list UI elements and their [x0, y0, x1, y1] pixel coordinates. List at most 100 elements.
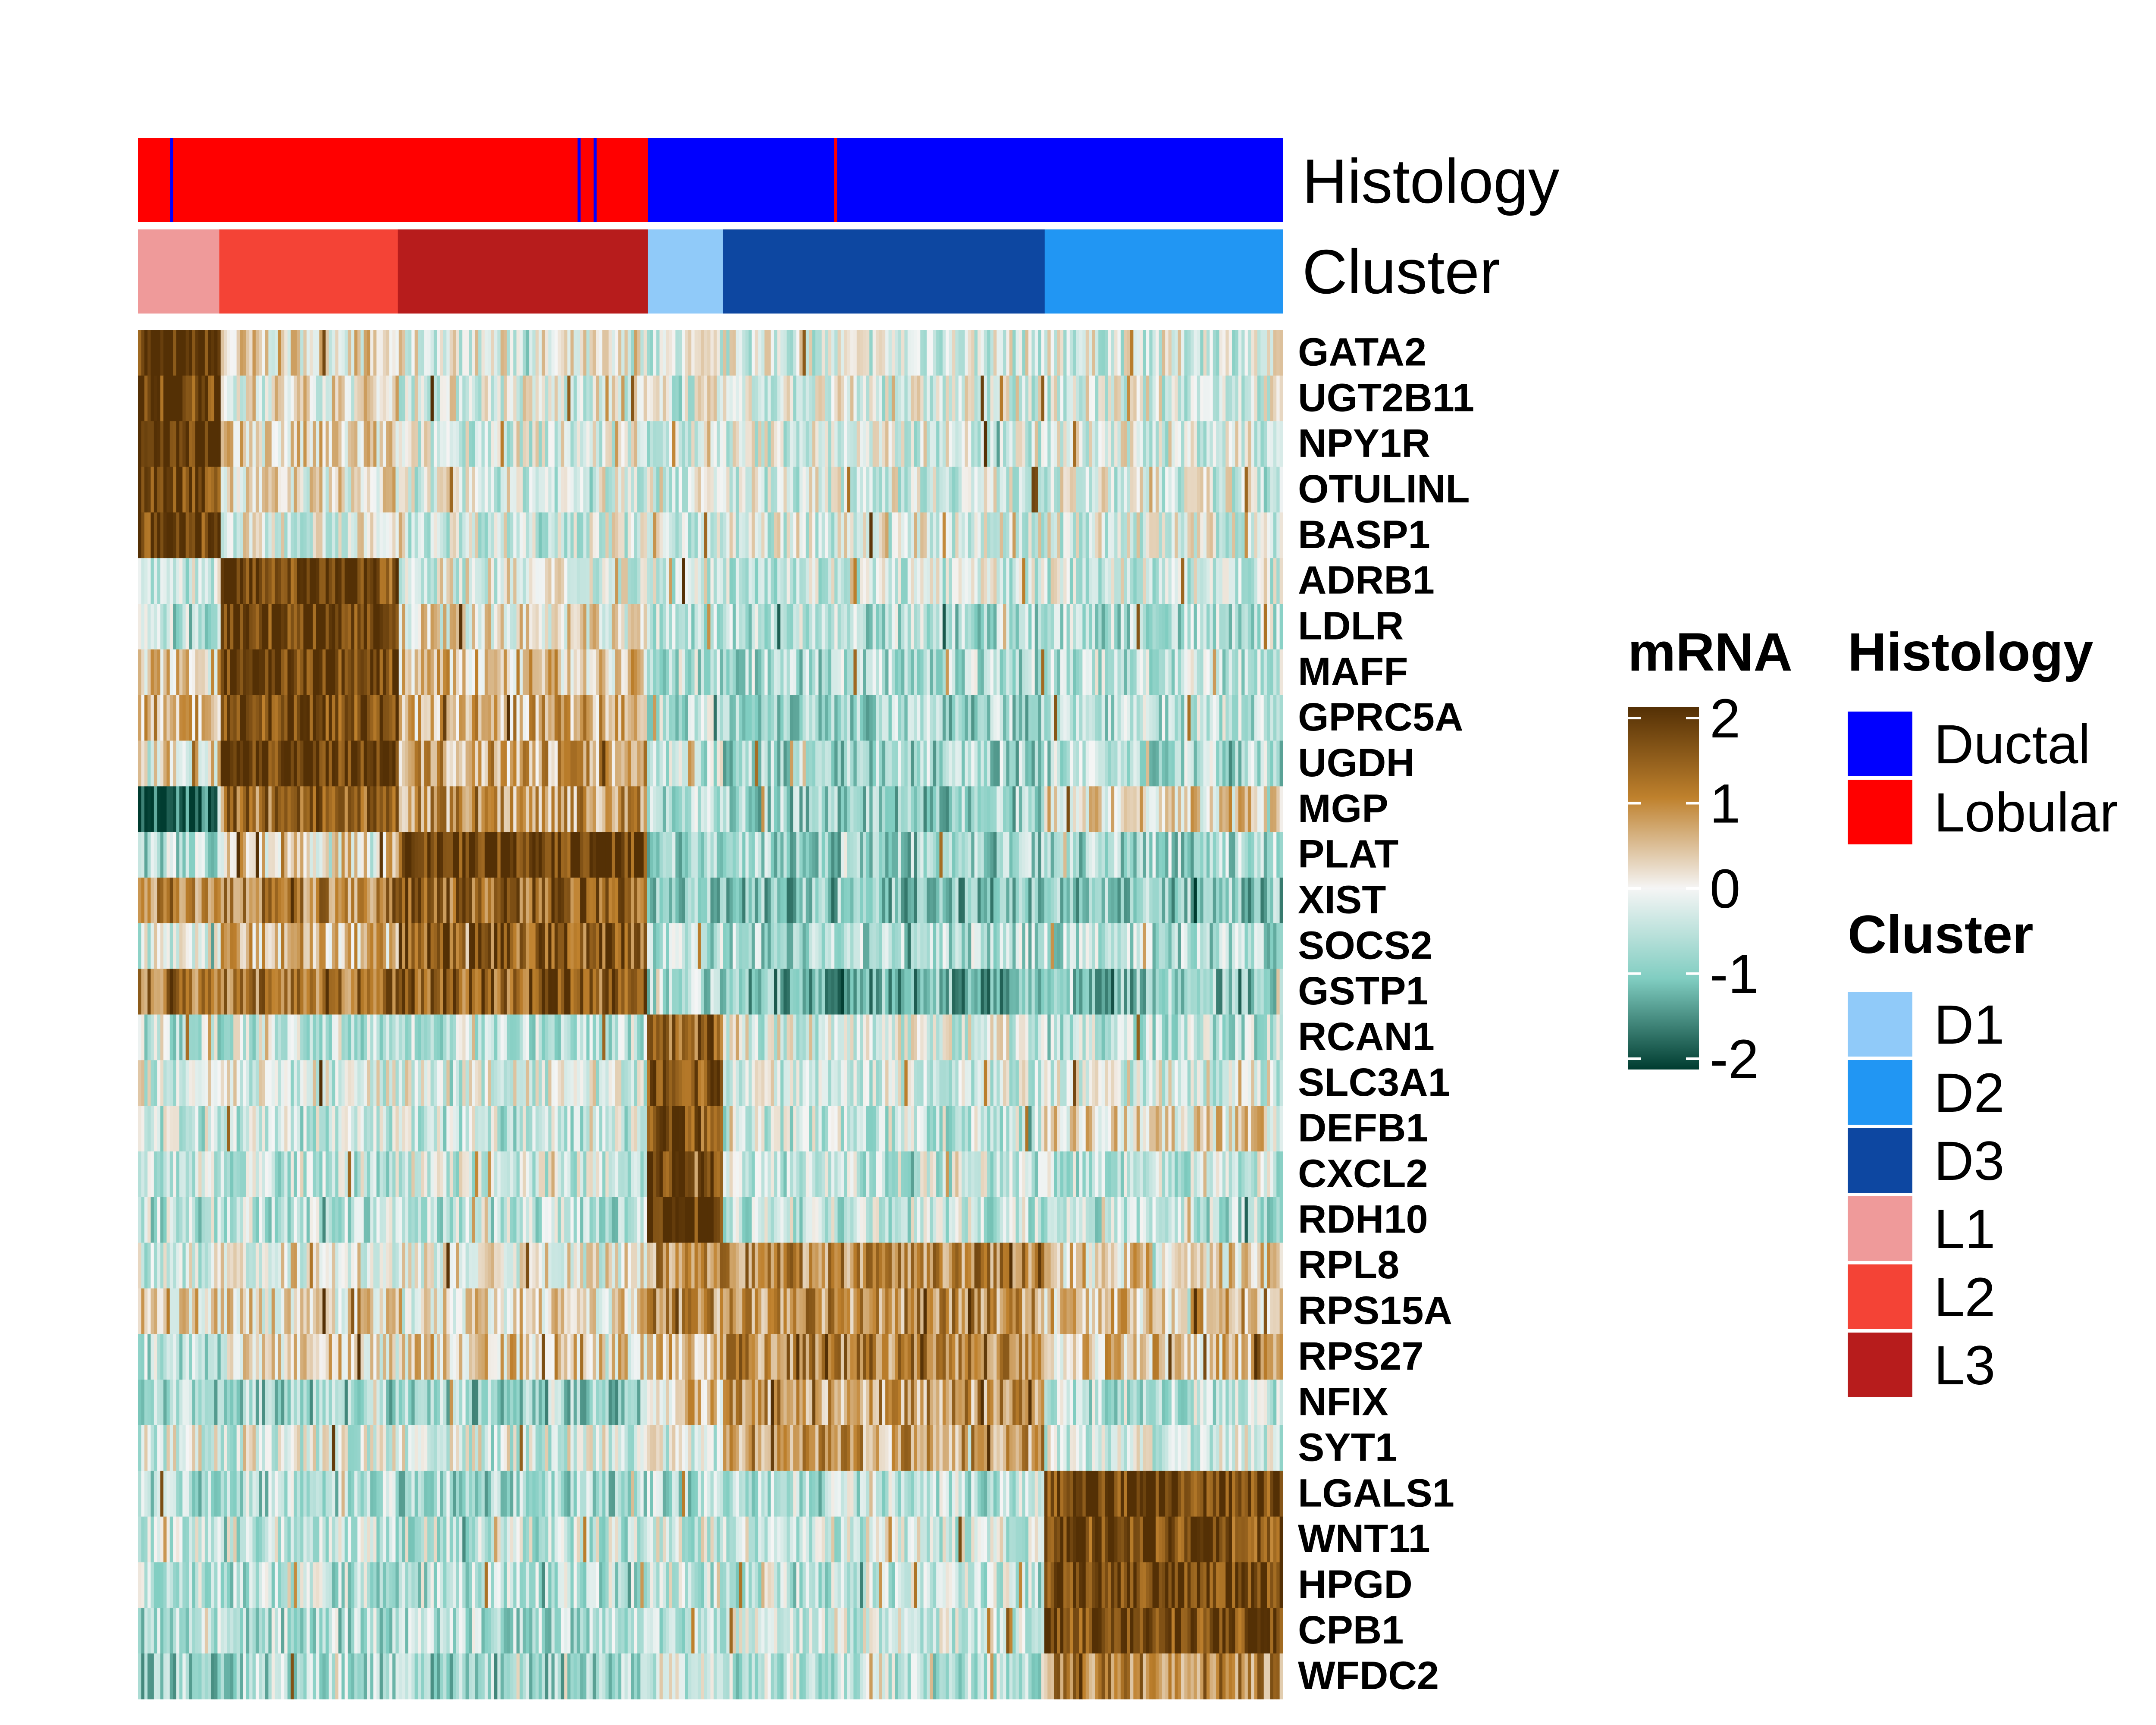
heatmap-cell — [326, 467, 329, 513]
heatmap-cell — [981, 786, 984, 832]
heatmap-cell — [535, 375, 539, 422]
heatmap-cell — [173, 786, 177, 832]
heatmap-cell — [749, 604, 752, 650]
heatmap-cell — [650, 330, 654, 376]
heatmap-cell — [1149, 421, 1153, 467]
heatmap-cell — [1152, 558, 1156, 604]
heatmap-cell — [1263, 421, 1267, 467]
heatmap-cell — [701, 512, 705, 558]
heatmap-cell — [713, 832, 717, 878]
heatmap-cell — [866, 467, 870, 513]
heatmap-cell — [265, 923, 269, 969]
heatmap-cell — [535, 695, 539, 741]
heatmap-cell — [1028, 832, 1032, 878]
heatmap-cell — [465, 375, 469, 422]
heatmap-cell — [1203, 878, 1207, 924]
heatmap-cell — [1022, 878, 1026, 924]
heatmap-cell — [389, 375, 393, 422]
heatmap-cell — [834, 467, 838, 513]
heatmap-cell — [787, 558, 790, 604]
heatmap-cell — [726, 604, 730, 650]
heatmap-cell — [672, 375, 676, 422]
heatmap-cell — [278, 786, 282, 832]
heatmap-cell — [1018, 421, 1022, 467]
heatmap-cell — [176, 467, 180, 513]
heatmap-cell — [815, 740, 819, 787]
heatmap-cell — [510, 740, 514, 787]
heatmap-cell — [1063, 832, 1067, 878]
heatmap-cell — [150, 923, 154, 969]
heatmap-cell — [647, 330, 650, 376]
heatmap-cell — [978, 558, 981, 604]
heatmap-cell — [955, 923, 959, 969]
heatmap-cell — [1216, 786, 1220, 832]
heatmap-cell — [329, 832, 332, 878]
heatmap-cell — [749, 740, 752, 787]
heatmap-cell — [179, 695, 183, 741]
heatmap-cell — [316, 649, 320, 696]
heatmap-cell — [494, 878, 498, 924]
heatmap-cell — [348, 558, 351, 604]
heatmap-cell — [1276, 375, 1280, 422]
heatmap-cell — [920, 923, 924, 969]
heatmap-cell — [319, 512, 323, 558]
heatmap-cell — [736, 512, 740, 558]
heatmap-cell — [475, 604, 479, 650]
heatmap-cell — [1009, 786, 1013, 832]
heatmap-cell — [704, 330, 708, 376]
heatmap-cell — [389, 649, 393, 696]
heatmap-cell — [236, 923, 240, 969]
heatmap-cell — [1267, 421, 1271, 467]
heatmap-cell — [1162, 695, 1166, 741]
heatmap-row-ugdh — [138, 740, 1283, 787]
heatmap-cell — [987, 740, 991, 787]
heatmap-cell — [978, 375, 981, 422]
heatmap-cell — [1034, 604, 1038, 650]
heatmap-cell — [1203, 558, 1207, 604]
heatmap-cell — [907, 421, 911, 467]
heatmap-cell — [888, 649, 892, 696]
heatmap-cell — [1041, 512, 1045, 558]
heatmap-cell — [962, 832, 965, 878]
track-histology-mark-ductal-1 — [577, 138, 581, 222]
heatmap-cell — [338, 832, 342, 878]
heatmap-cell — [1181, 786, 1185, 832]
heatmap-cell — [745, 421, 749, 467]
heatmap-cell — [1279, 604, 1283, 650]
heatmap-cell — [752, 330, 755, 376]
heatmap-cell — [624, 375, 628, 422]
heatmap-cell — [189, 330, 192, 376]
heatmap-cell — [1092, 649, 1096, 696]
heatmap-cell — [354, 467, 358, 513]
heatmap-cell — [971, 649, 975, 696]
heatmap-cell — [914, 878, 918, 924]
heatmap-cell — [456, 695, 460, 741]
heatmap-cell — [189, 467, 192, 513]
heatmap-cell — [1165, 467, 1169, 513]
heatmap-cell — [650, 786, 654, 832]
heatmap-cell — [1232, 604, 1235, 650]
heatmap-cell — [287, 649, 291, 696]
heatmap-cell — [389, 421, 393, 467]
heatmap-cell — [1165, 604, 1169, 650]
heatmap-cell — [615, 375, 619, 422]
heatmap-cell — [911, 832, 915, 878]
heatmap-cell — [224, 558, 228, 604]
heatmap-cell — [252, 467, 256, 513]
heatmap-cell — [1143, 878, 1147, 924]
heatmap-cell — [974, 923, 978, 969]
heatmap-cell — [793, 421, 797, 467]
heatmap-cell — [736, 832, 740, 878]
heatmap-cell — [357, 421, 361, 467]
heatmap-cell — [453, 421, 457, 467]
heatmap-cell — [1149, 740, 1153, 787]
heatmap-cell — [825, 740, 828, 787]
heatmap-cell — [147, 421, 151, 467]
heatmap-cell — [1000, 649, 1003, 696]
heatmap-cell — [885, 558, 889, 604]
heatmap-cell — [1133, 467, 1137, 513]
heatmap-cell — [494, 649, 498, 696]
heatmap-cell — [774, 330, 777, 376]
heatmap-cell — [542, 512, 545, 558]
heatmap-cell — [1270, 649, 1274, 696]
